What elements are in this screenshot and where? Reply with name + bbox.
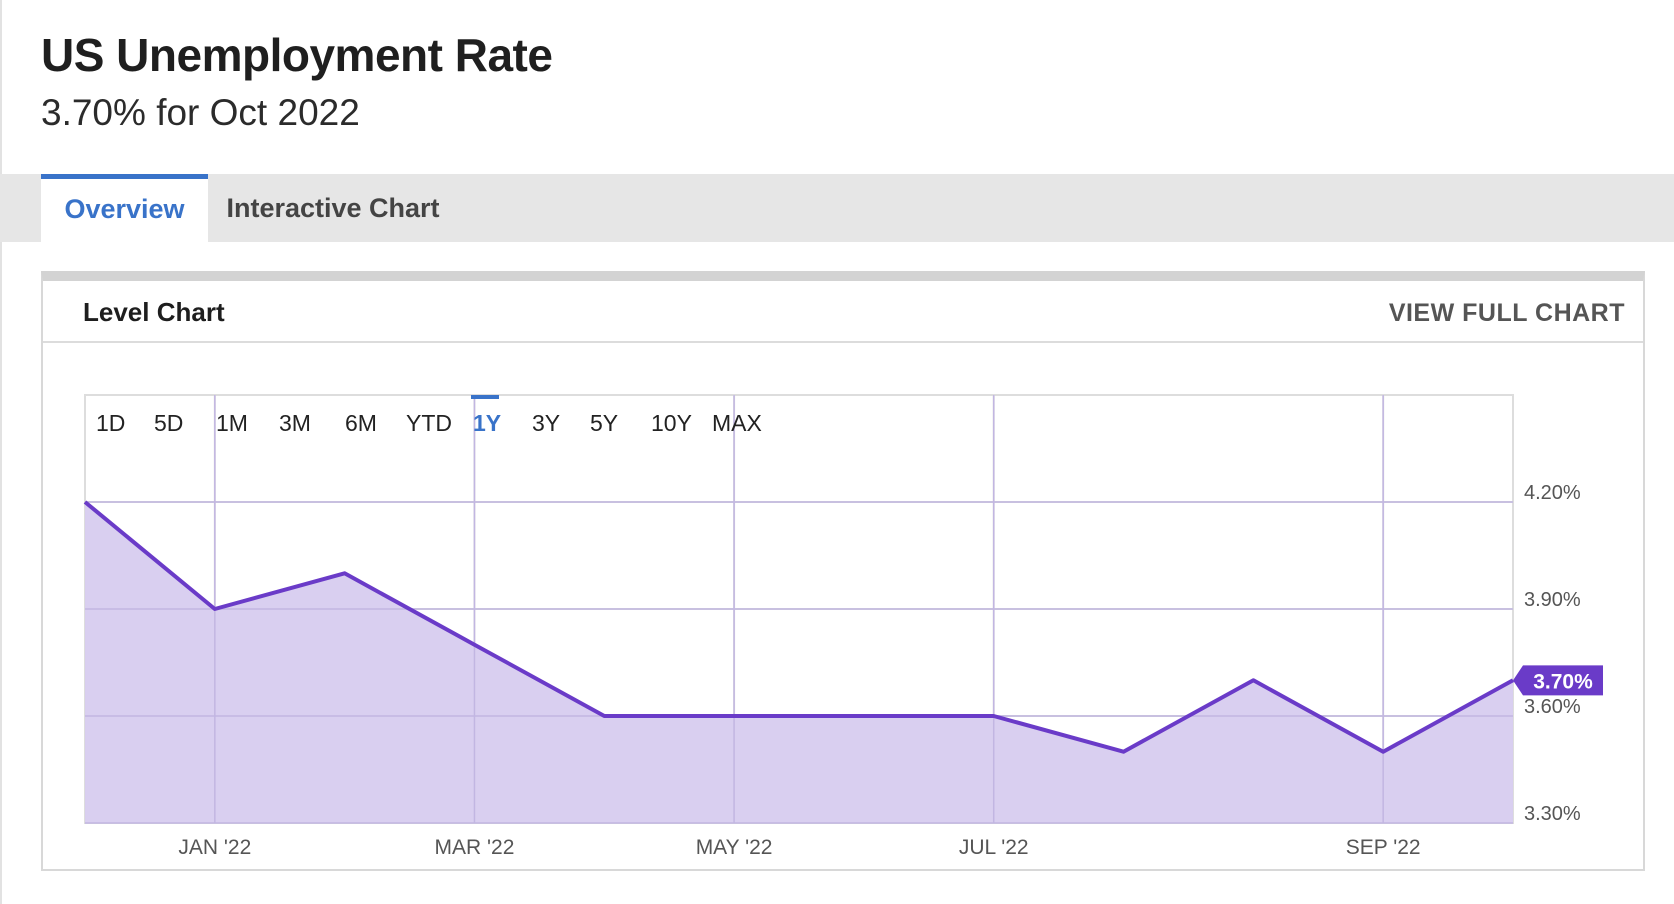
range-selected-indicator	[471, 395, 499, 399]
range-button-max[interactable]: MAX	[712, 410, 762, 436]
x-tick-label: JAN '22	[178, 836, 251, 859]
range-button-ytd[interactable]: YTD	[406, 410, 452, 436]
range-button-6m[interactable]: 6M	[345, 410, 377, 436]
range-button-1d[interactable]: 1D	[96, 410, 125, 436]
range-button-1y[interactable]: 1Y	[473, 410, 501, 436]
y-tick-label: 3.60%	[1524, 696, 1581, 718]
unemployment-chart: 4.20% 3.90% 3.60% 3.30% JAN '22 MAR '22 MAY '2…	[83, 394, 1603, 859]
range-button-3m[interactable]: 3M	[279, 410, 311, 436]
x-tick-label: JUL '22	[959, 836, 1029, 859]
panel-title: Level Chart	[83, 297, 225, 327]
last-value-badge	[1513, 665, 1603, 696]
series-area	[85, 502, 1513, 823]
page-subtitle: 3.70% for Oct 2022	[41, 92, 360, 133]
x-tick-label: MAY '22	[696, 836, 773, 859]
range-button-10y[interactable]: 10Y	[651, 410, 692, 436]
view-full-chart-link[interactable]: VIEW FULL CHART	[1388, 299, 1625, 327]
range-button-5y[interactable]: 5Y	[590, 410, 618, 436]
left-border	[0, 0, 2, 904]
tab-interactive-chart[interactable]: Interactive Chart	[226, 193, 440, 223]
tab-bar: Overview Interactive Chart	[0, 174, 1674, 242]
range-button-1m[interactable]: 1M	[216, 410, 248, 436]
y-tick-label: 3.30%	[1524, 803, 1581, 825]
y-tick-label: 4.20%	[1524, 482, 1581, 504]
series-line	[83, 500, 1514, 754]
x-tick-label: MAR '22	[435, 836, 515, 859]
page-title: US Unemployment Rate	[41, 29, 553, 81]
range-button-5d[interactable]: 5D	[154, 410, 183, 436]
last-value-label: 3.70%	[1533, 670, 1593, 693]
y-tick-label: 3.90%	[1524, 589, 1581, 611]
tab-overview[interactable]: Overview	[41, 174, 208, 242]
x-tick-label: SEP '22	[1346, 836, 1421, 859]
level-chart-panel: Level Chart VIEW FULL CHART 4.20% 3.90% 3.…	[41, 271, 1645, 871]
range-button-3y[interactable]: 3Y	[532, 410, 560, 436]
panel-header: Level Chart VIEW FULL CHART	[43, 281, 1643, 343]
